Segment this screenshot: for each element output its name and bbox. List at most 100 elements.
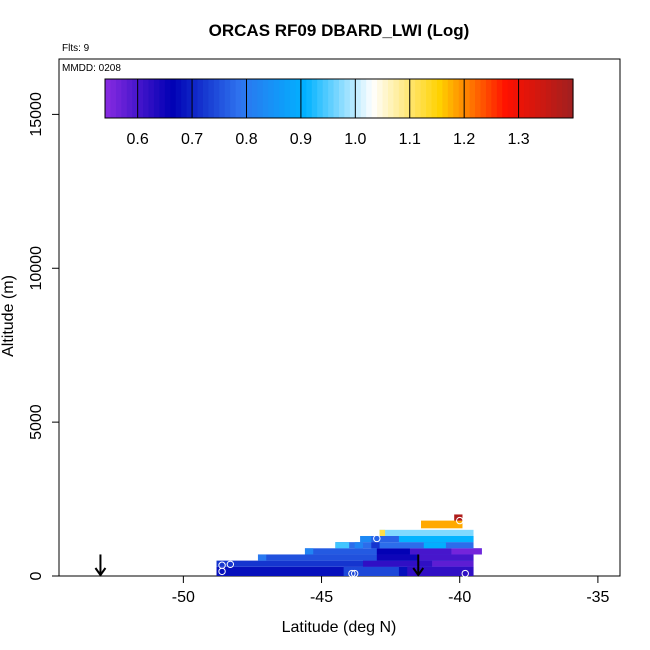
heatmap-cell [376,554,419,561]
sample-marker [373,534,381,543]
colorbar-swatch [175,79,182,118]
colorbar-swatch [480,79,487,118]
colorbar-swatch [137,79,144,118]
sample-marker [226,560,235,569]
colorbar-swatch [300,79,307,118]
y-tick-label: 10000 [28,246,45,291]
heatmap-cell [376,548,410,555]
chart-title: ORCAS RF09 DBARD_LWI (Log) [209,21,470,40]
colorbar-swatch [246,79,253,118]
colorbar-swatch [164,79,171,118]
colorbar-swatch [251,79,258,118]
colorbar-tick-label: 0.9 [290,131,312,148]
colorbar-tick-label: 1.3 [507,131,529,148]
colorbar-swatch [268,79,275,118]
colorbar-swatch [241,79,248,118]
heatmap-cell [343,566,399,576]
colorbar-tick-label: 1.2 [453,131,475,148]
colorbar-swatch [366,79,373,118]
sample-markers [218,516,469,578]
colorbar-swatch [202,79,209,118]
colorbar-swatch [485,79,492,118]
colorbar-swatch [159,79,166,118]
colorbar-swatch [317,79,324,118]
colorbar-swatch [339,79,346,118]
colorbar-swatch [377,79,384,118]
heatmap-cell [409,548,452,555]
colorbar-swatch [333,79,340,118]
colorbar-swatch [235,79,242,118]
sample-marker [348,569,356,578]
colorbar-swatch [344,79,351,118]
colorbar-swatch [115,79,122,118]
colorbar-swatch [404,79,411,118]
colorbar: 0.6 0.7 0.8 0.9 1.0 1.1 1.2 1.3 [104,78,574,148]
heatmap-cell [421,520,463,529]
colorbar-swatch [534,79,541,118]
colorbar-swatch [447,79,454,118]
colorbar-swatch [121,79,128,118]
colorbar-swatch [387,79,395,118]
y-tick-label: 0 [28,571,45,580]
heatmap-cell [407,566,474,576]
colorbar-swatch [224,79,231,118]
colorbar-swatch [453,79,460,118]
colorbar-swatch [491,79,498,118]
colorbar-swatch [469,79,476,118]
heatmap-cell [360,535,372,543]
colorbar-swatch [556,79,563,118]
colorbar-swatch [143,79,150,118]
colorbar-swatch [230,79,237,118]
colorbar-tick-label: 1.0 [344,131,366,148]
flight-arrow-head [412,567,425,577]
colorbar-tick-label: 0.6 [127,131,149,148]
colorbar-swatch [496,79,503,118]
heatmap-cells [216,514,482,576]
colorbar-tick-label: 1.1 [399,131,421,148]
colorbar-swatch [551,79,558,118]
colorbar-swatch [148,79,155,118]
x-tick-label: -50 [172,589,195,606]
colorbar-swatch [170,79,177,118]
heatmap-cell [398,535,474,543]
y-axis-label: Altitude (m) [0,275,17,357]
colorbar-swatch [524,79,531,118]
colorbar-swatch [562,79,569,118]
y-tick-label: 15000 [28,92,45,137]
colorbar-swatch [371,79,378,118]
colorbar-swatch [284,79,291,118]
colorbar-tick-label: 0.8 [235,131,257,148]
colorbar-swatch [349,79,356,118]
colorbar-swatch [409,79,416,118]
heatmap-cell [335,542,474,549]
colorbar-swatch [442,79,449,118]
heatmap-cell [423,542,446,549]
sample-marker [461,569,469,578]
colorbar-tick-label: 0.7 [181,131,203,148]
colorbar-swatch [420,79,427,118]
colorbar-swatch [186,79,193,118]
colorbar-swatch [529,79,536,118]
colorbar-swatch [105,79,112,118]
colorbar-swatch [197,79,204,118]
colorbar-swatch [213,79,220,118]
heatmap-cell [257,554,474,561]
colorbar-swatch [126,79,133,118]
heatmap-cell [451,548,482,555]
colorbar-swatch [567,79,574,118]
sample-marker [456,516,464,525]
x-tick-label: -40 [448,589,471,606]
colorbar-swatch [181,79,188,118]
colorbar-swatch [475,79,482,118]
x-axis: -50 -45 -40 -35 [172,576,610,606]
colorbar-swatch [192,79,199,118]
colorbar-swatch [290,79,297,118]
flight-arrows [94,554,425,577]
colorbar-swatch [513,79,520,118]
colorbar-swatch [545,79,552,118]
x-tick-label: -45 [310,589,333,606]
colorbar-swatch [279,79,286,118]
colorbar-swatch [355,79,362,118]
heatmap-cell [432,560,474,567]
heatmap-cell [304,548,314,555]
